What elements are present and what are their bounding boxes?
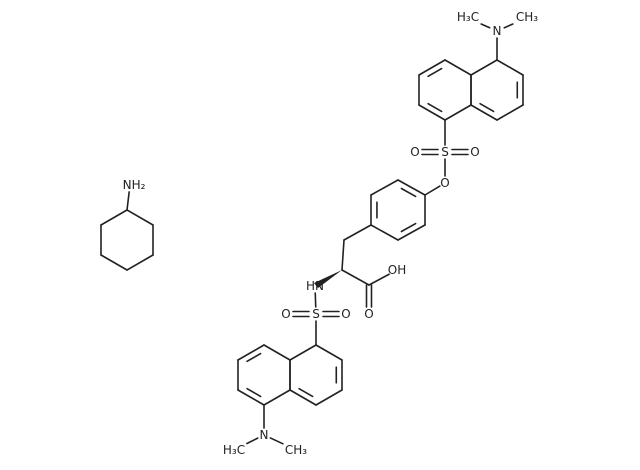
atom-label: CH₃ bbox=[285, 443, 307, 457]
bond bbox=[444, 104, 472, 121]
bond bbox=[424, 185, 441, 196]
bond bbox=[315, 389, 343, 406]
bond bbox=[126, 209, 154, 226]
wedge-bond bbox=[314, 270, 342, 288]
bonds bbox=[100, 23, 524, 445]
bond bbox=[237, 344, 265, 361]
bond bbox=[100, 254, 128, 271]
bond bbox=[263, 344, 291, 361]
bond bbox=[315, 344, 343, 361]
bond bbox=[126, 191, 130, 211]
bond bbox=[418, 104, 446, 121]
bond bbox=[341, 239, 345, 271]
bond bbox=[237, 389, 265, 406]
atom-label: NH₂ bbox=[123, 178, 146, 192]
bond bbox=[496, 59, 524, 76]
atom-label: O bbox=[410, 145, 419, 159]
bond bbox=[397, 224, 426, 241]
atom-label: H₃C bbox=[457, 10, 479, 24]
atom-label: HN bbox=[306, 279, 324, 293]
bond bbox=[289, 344, 317, 361]
bond bbox=[444, 59, 472, 76]
bond bbox=[400, 222, 417, 233]
atom-label: O bbox=[341, 307, 350, 321]
atom-label: S bbox=[441, 145, 449, 159]
bond bbox=[370, 224, 399, 241]
bond bbox=[341, 269, 370, 286]
atom-label: H₃C bbox=[223, 443, 245, 457]
bond bbox=[470, 104, 498, 121]
bond bbox=[418, 59, 446, 76]
bond bbox=[480, 23, 491, 29]
bond bbox=[479, 102, 495, 113]
bond bbox=[496, 104, 524, 121]
bond bbox=[427, 67, 443, 78]
atom-label: O bbox=[364, 307, 373, 321]
bond bbox=[370, 179, 399, 196]
atom-label: O bbox=[281, 307, 290, 321]
bond bbox=[503, 23, 514, 29]
bond bbox=[314, 292, 317, 308]
bond bbox=[246, 387, 262, 398]
bond bbox=[269, 437, 284, 445]
bond bbox=[343, 224, 372, 241]
atom-label: N bbox=[493, 24, 502, 38]
bond bbox=[400, 187, 417, 198]
atom-label: OH bbox=[388, 263, 406, 277]
bond bbox=[246, 352, 262, 363]
bond bbox=[289, 389, 317, 406]
bond bbox=[246, 437, 259, 445]
atom-label: O bbox=[440, 176, 449, 190]
bond bbox=[100, 209, 128, 226]
atom-label: CH₃ bbox=[516, 10, 538, 24]
bond bbox=[263, 389, 291, 406]
bond bbox=[368, 273, 390, 286]
bond bbox=[397, 179, 426, 196]
bond bbox=[298, 387, 314, 398]
atom-label: N bbox=[260, 428, 269, 442]
bond bbox=[126, 254, 154, 271]
bond bbox=[470, 59, 498, 76]
atom-label: O bbox=[470, 145, 479, 159]
bond bbox=[427, 102, 443, 113]
atom-labels: H₃C N CH₃ S O O O NH₂ HN OH O S O O N H₃… bbox=[123, 10, 539, 457]
atom-label: S bbox=[312, 307, 320, 321]
